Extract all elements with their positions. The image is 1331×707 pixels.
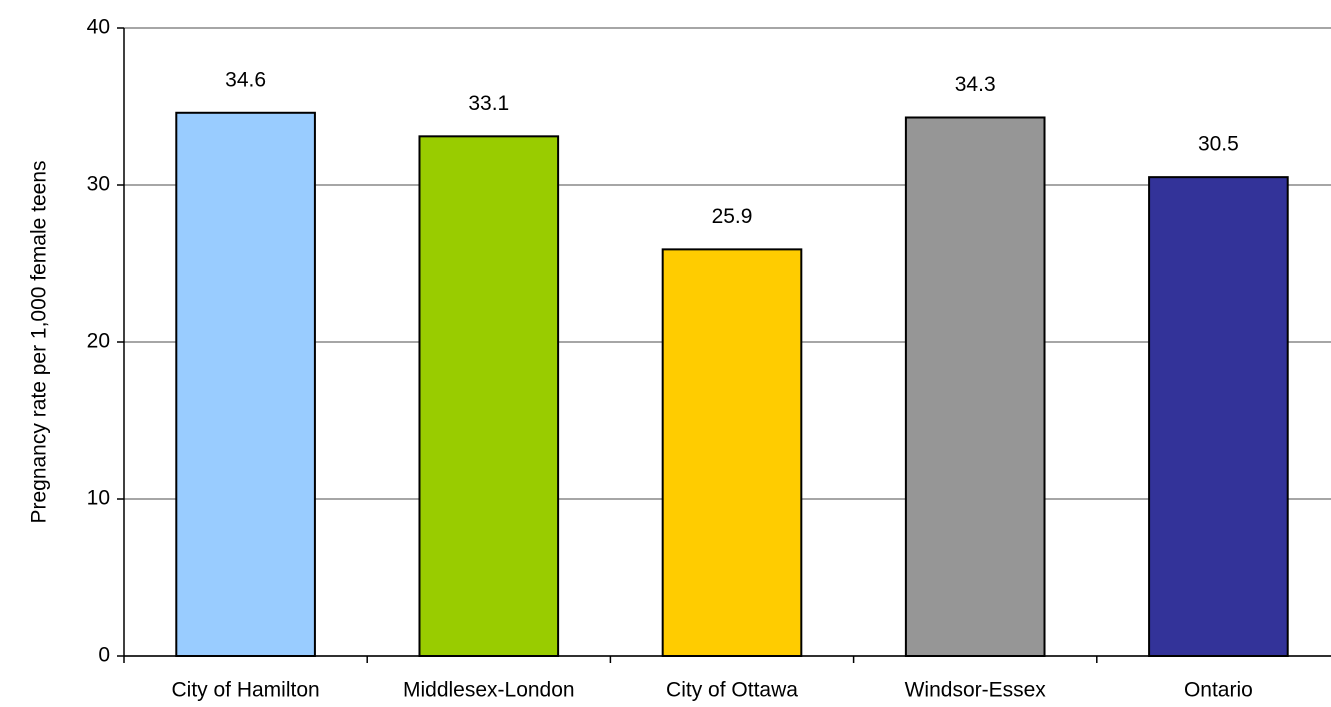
value-label: 34.3 [955, 73, 996, 96]
y-tick-label: 0 [98, 644, 110, 667]
bar [418, 135, 560, 657]
value-label: 25.9 [712, 205, 753, 228]
y-tick-label: 40 [87, 16, 110, 39]
bar [1148, 176, 1289, 657]
bar [904, 116, 1046, 658]
y-tick-label: 20 [87, 330, 110, 353]
x-tick-label: Ontario [1184, 679, 1253, 702]
bar [175, 111, 316, 657]
y-tick-label: 10 [87, 487, 110, 510]
y-axis-label: Pregnancy rate per 1,000 female teens [28, 160, 51, 523]
x-tick-label: Middlesex-London [403, 679, 575, 702]
x-tick-label: Windsor-Essex [905, 679, 1047, 702]
x-tick-label: City of Hamilton [171, 679, 319, 702]
x-tick-label: City of Ottawa [666, 679, 798, 702]
value-label: 30.5 [1198, 133, 1239, 156]
bar [661, 248, 803, 657]
value-label: 34.6 [225, 68, 266, 91]
value-label: 33.1 [468, 92, 509, 115]
y-tick-label: 30 [87, 173, 110, 196]
